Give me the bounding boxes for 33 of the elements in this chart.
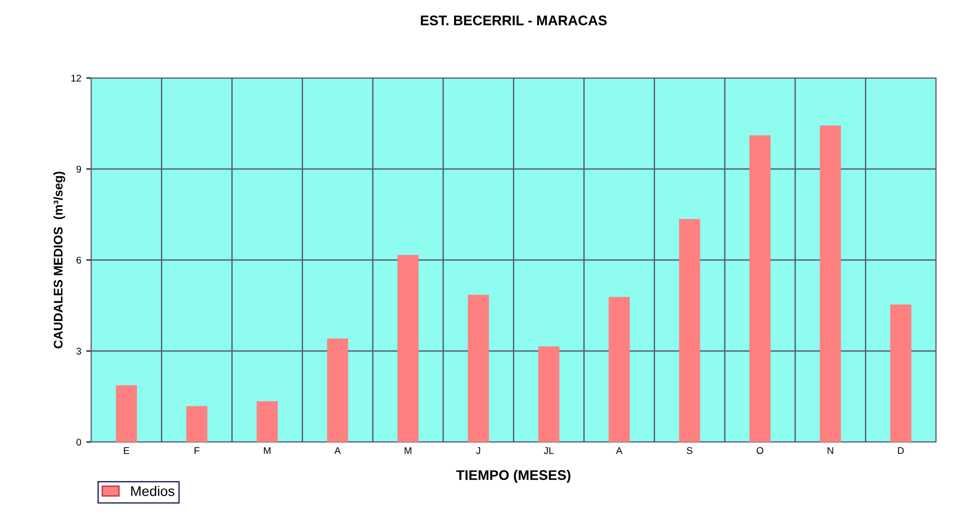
x-tick-label: JL (544, 447, 554, 454)
bar (186, 406, 208, 442)
x-tick-label: E (124, 447, 130, 454)
x-tick-label: O (756, 447, 764, 454)
y-tick-label: 3 (76, 348, 82, 355)
y-axis-title: CAUDALES MEDIOS (m³/seg) (53, 172, 66, 348)
x-tick-label: D (898, 447, 904, 454)
bar (327, 338, 348, 442)
x-tick-label: J (476, 447, 480, 454)
y-tick-label: 0 (76, 438, 82, 446)
x-tick-label: N (828, 447, 834, 454)
x-tick-label: F (194, 447, 200, 454)
bar (116, 385, 137, 442)
bar (538, 346, 560, 442)
bar (820, 126, 841, 442)
bar (749, 135, 771, 442)
y-tick-label: 12 (71, 74, 81, 82)
bar (397, 255, 419, 442)
x-tick-label: A (334, 447, 341, 454)
x-tick-label: A (616, 447, 622, 454)
bar (608, 296, 630, 442)
chart-title: EST. BECERRIL - MARACAS (420, 16, 607, 26)
bar (679, 218, 700, 442)
x-tick-label: S (686, 447, 692, 454)
x-axis-title: TIEMPO (MESES) (456, 470, 570, 483)
legend-label: Medios (131, 486, 174, 496)
x-tick-label: M (264, 447, 270, 454)
x-tick-label: M (404, 447, 412, 454)
bar (256, 401, 278, 442)
y-tick-label: 9 (76, 166, 82, 173)
bar (468, 294, 489, 442)
bar (890, 304, 912, 442)
y-tick-label: 6 (76, 256, 82, 264)
